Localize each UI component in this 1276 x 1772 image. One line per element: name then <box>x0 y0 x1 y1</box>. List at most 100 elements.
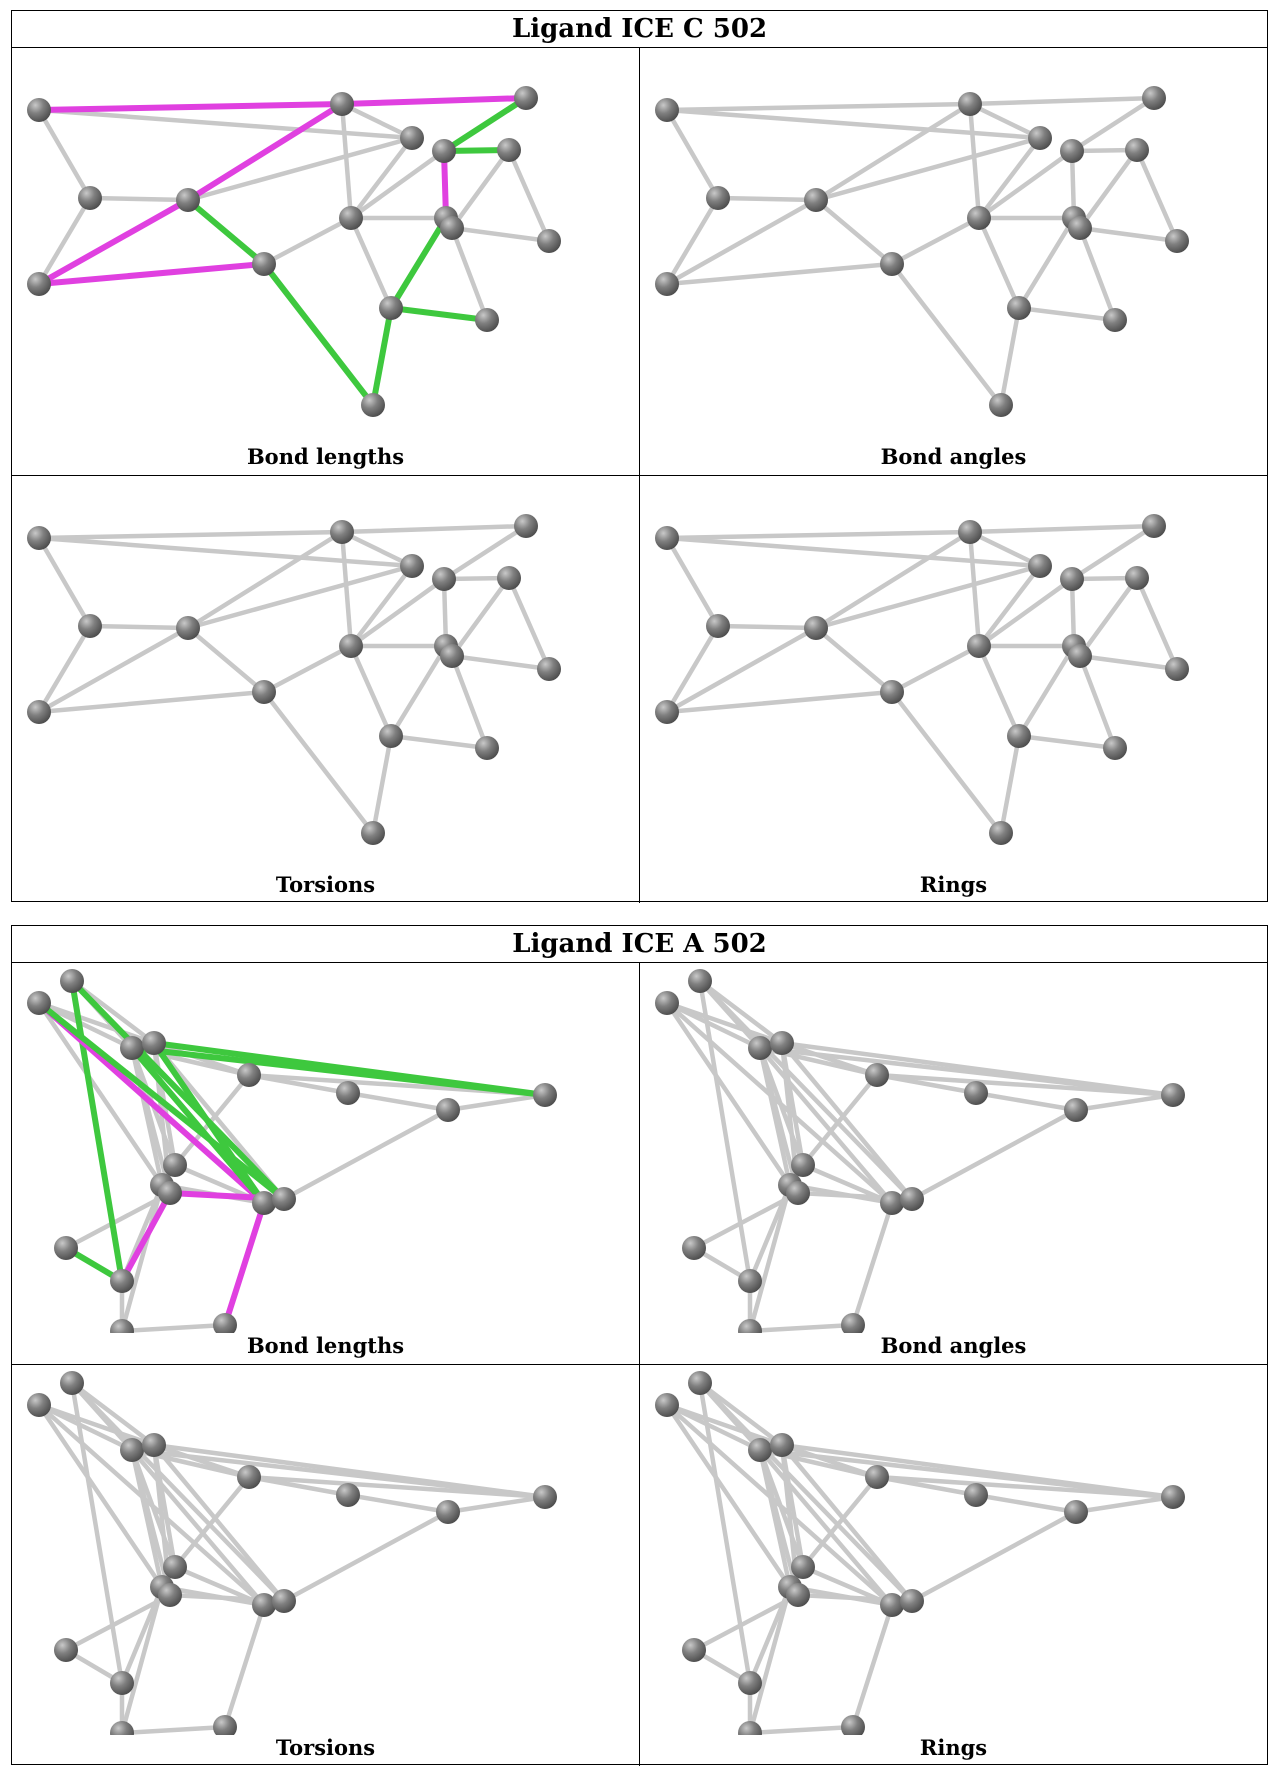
bond <box>757 1045 895 1206</box>
atom <box>1068 216 1092 240</box>
atom <box>237 1465 261 1489</box>
panel-bond-lengths: Bond lengths <box>12 963 639 1364</box>
atom <box>330 520 354 544</box>
bond <box>348 148 447 221</box>
atom <box>880 1593 904 1617</box>
atom <box>804 616 828 640</box>
bond <box>973 1090 1079 1113</box>
atom <box>120 1036 144 1060</box>
atom <box>791 1153 815 1177</box>
panel-rings: Rings <box>639 476 1267 903</box>
atom <box>958 520 982 544</box>
atom <box>655 700 679 724</box>
bond <box>281 1509 451 1604</box>
atom <box>1007 296 1031 320</box>
bond <box>976 643 1022 739</box>
atom <box>440 216 464 240</box>
bond <box>757 1045 1176 1098</box>
bond <box>697 978 915 1202</box>
panel-row: Torsions Rings <box>12 476 1267 903</box>
panel-bond-angles: Bond angles <box>639 48 1267 475</box>
atom <box>400 126 424 150</box>
atom <box>361 393 385 417</box>
bond <box>445 1494 548 1515</box>
atom <box>655 526 679 550</box>
atom <box>252 1593 276 1617</box>
atom <box>27 700 51 724</box>
bond <box>664 197 819 287</box>
bond <box>967 101 982 221</box>
bond <box>69 1380 287 1604</box>
highlighted-bond-magenta <box>36 101 345 113</box>
bond <box>36 625 191 715</box>
bond <box>151 1040 252 1078</box>
atom <box>537 229 561 253</box>
panel-label: Bond angles <box>880 1333 1027 1358</box>
bond <box>119 1322 228 1333</box>
bond <box>222 1602 267 1730</box>
bond <box>757 1447 793 1590</box>
bond <box>1016 215 1077 311</box>
bond <box>664 261 895 287</box>
bond <box>151 1442 252 1480</box>
bond <box>87 195 191 203</box>
atom <box>880 1191 904 1215</box>
atom <box>158 1181 182 1205</box>
table-title: Ligand ICE C 502 <box>12 11 1267 48</box>
atom <box>748 1438 772 1462</box>
bond <box>441 523 529 582</box>
highlighted-bond-green <box>261 261 376 408</box>
atom <box>60 969 84 993</box>
bond <box>339 529 415 569</box>
bond <box>664 1000 785 1046</box>
atom <box>533 1083 557 1107</box>
atom <box>1028 126 1052 150</box>
atom <box>163 1153 187 1177</box>
panel-label: Bond angles <box>880 444 1027 469</box>
atom <box>706 614 730 638</box>
atom <box>738 1269 762 1293</box>
bond <box>813 529 973 631</box>
bond <box>697 978 753 1284</box>
atom <box>252 680 276 704</box>
bond <box>889 689 1004 836</box>
bond <box>36 535 415 569</box>
highlighted-bond-magenta <box>36 197 191 287</box>
bond <box>664 689 895 715</box>
atom <box>537 657 561 681</box>
highlighted-bond-green <box>36 1000 287 1202</box>
bond <box>119 1724 228 1735</box>
atom <box>967 634 991 658</box>
panel-torsions: Torsions <box>12 1365 639 1766</box>
atom <box>748 1036 772 1060</box>
atom <box>436 1098 460 1122</box>
bond <box>185 625 267 695</box>
atom <box>533 1485 557 1509</box>
highlighted-bond-green <box>129 1045 548 1098</box>
atom <box>1161 1083 1185 1107</box>
bond <box>185 563 415 631</box>
bond <box>345 1090 451 1113</box>
atom <box>27 526 51 550</box>
bond <box>909 1509 1079 1604</box>
bond <box>747 1584 793 1735</box>
bond <box>1134 147 1180 244</box>
atom <box>475 736 499 760</box>
panel-bond-lengths: Bond lengths <box>12 48 639 475</box>
atom <box>213 1715 237 1735</box>
bond <box>909 1107 1079 1202</box>
bond <box>1016 733 1118 751</box>
atom <box>1161 1485 1185 1509</box>
atom <box>252 252 276 276</box>
highlighted-bond-green <box>129 1045 267 1206</box>
atom <box>440 644 464 668</box>
atom <box>865 1063 889 1087</box>
atom <box>272 1187 296 1211</box>
atom <box>78 614 102 638</box>
atom <box>330 92 354 116</box>
bond <box>348 643 394 739</box>
atom <box>655 991 679 1015</box>
bond <box>1073 1494 1176 1515</box>
atom <box>514 86 538 110</box>
molecule-view-a-torsions <box>27 1371 557 1735</box>
